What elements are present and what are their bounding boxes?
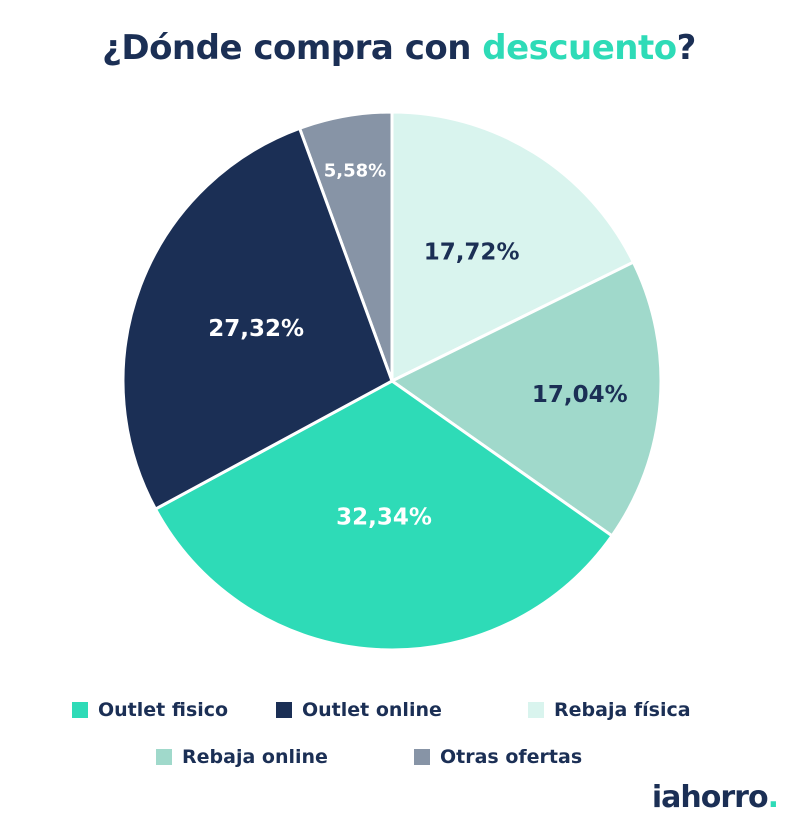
brand-name: iahorro	[651, 780, 769, 815]
brand-logo: iahorro.	[651, 780, 779, 815]
title-highlight: descuento	[482, 28, 677, 68]
pie-slice-outlet-online	[121, 126, 394, 511]
slice-label: 17,04%	[532, 382, 628, 408]
slice-label: 32,34%	[336, 504, 432, 530]
brand-dot: .	[767, 780, 779, 815]
chart-title: ¿Dónde compra con descuento?	[0, 28, 798, 68]
slice-label: 17,72%	[424, 240, 520, 266]
title-suffix: ?	[676, 28, 697, 68]
pie-slice-rebaja-online	[390, 260, 663, 538]
slice-label: 27,32%	[208, 316, 304, 342]
slice-label: 5,58%	[324, 161, 386, 182]
title-prefix: ¿Dónde compra con	[102, 28, 483, 68]
pie-slice-rebaja-f-sica	[390, 110, 635, 383]
